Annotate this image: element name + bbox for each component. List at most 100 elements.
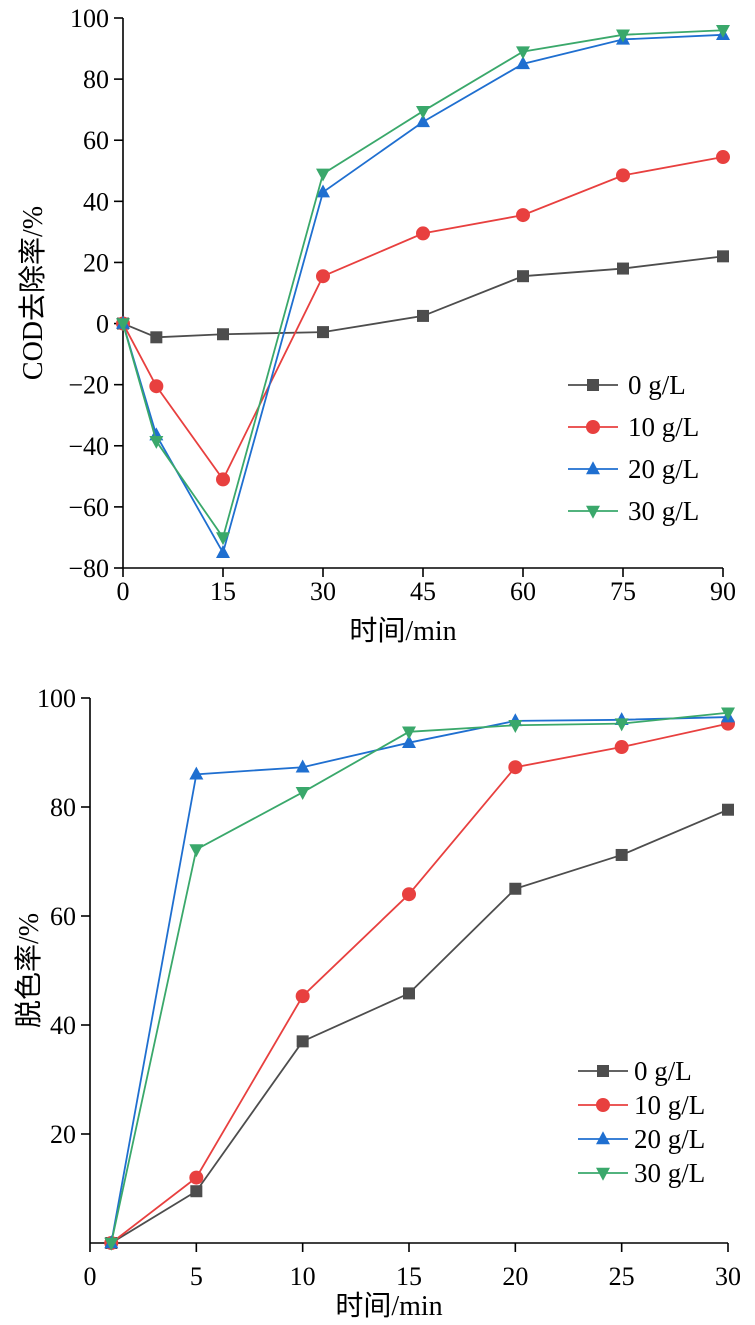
x-axis-label: 时间/min bbox=[349, 615, 456, 647]
data-point bbox=[717, 250, 729, 263]
x-tick-label: 25 bbox=[609, 1262, 635, 1291]
y-tick-label: −80 bbox=[68, 554, 109, 583]
y-tick-label: 60 bbox=[50, 902, 76, 931]
y-tick-label: −40 bbox=[68, 432, 109, 461]
y-tick-label: 100 bbox=[70, 4, 109, 33]
legend-marker bbox=[587, 379, 599, 391]
legend-label: 20 g/L bbox=[634, 1124, 705, 1154]
data-point bbox=[189, 844, 204, 858]
data-point bbox=[216, 545, 230, 558]
data-point bbox=[416, 105, 430, 119]
data-point bbox=[716, 150, 730, 165]
legend-marker bbox=[586, 420, 600, 434]
series-line bbox=[122, 255, 724, 339]
series-30-g-L bbox=[116, 24, 730, 546]
data-point bbox=[189, 766, 204, 780]
legend-marker bbox=[597, 1065, 609, 1077]
data-point bbox=[516, 46, 530, 60]
y-tick-label: 20 bbox=[50, 1120, 76, 1149]
legend-label: 30 g/L bbox=[628, 496, 699, 526]
data-point bbox=[416, 114, 430, 128]
data-point bbox=[716, 24, 730, 38]
y-tick-label: 40 bbox=[50, 1011, 76, 1040]
x-tick-label: 0 bbox=[117, 577, 130, 606]
y-tick-label: 20 bbox=[83, 248, 109, 277]
legend-label: 10 g/L bbox=[628, 412, 699, 442]
series-0-g-L bbox=[117, 250, 729, 344]
chart-2: 0 5 10 15 20 25 30 20 40 60 80 100 时间/min 脱色率/% 0 g/L 1… bbox=[13, 684, 741, 1322]
data-point bbox=[217, 328, 229, 341]
data-point bbox=[614, 740, 629, 755]
x-tick-label: 60 bbox=[510, 577, 536, 606]
legend-marker bbox=[596, 1131, 610, 1145]
data-point bbox=[516, 56, 530, 70]
y-axis-label: 脱色率/% bbox=[13, 913, 45, 1028]
legend-marker bbox=[586, 461, 600, 475]
y-axis-label: COD去除率/% bbox=[17, 206, 49, 380]
data-point bbox=[417, 309, 429, 322]
data-point bbox=[402, 726, 416, 740]
data-point bbox=[316, 269, 330, 284]
y-tick-label: 100 bbox=[37, 684, 76, 713]
data-point bbox=[216, 472, 230, 487]
y-tick-label: 60 bbox=[83, 126, 109, 155]
legend-label: 30 g/L bbox=[634, 1158, 705, 1188]
data-point bbox=[617, 262, 629, 275]
data-point bbox=[149, 435, 164, 449]
legend-label: 0 g/L bbox=[628, 370, 686, 400]
data-point bbox=[721, 707, 735, 721]
data-point bbox=[416, 226, 430, 241]
data-point bbox=[402, 734, 416, 748]
x-tick-label: 45 bbox=[410, 577, 436, 606]
data-point bbox=[116, 318, 130, 332]
legend-marker bbox=[596, 1098, 610, 1112]
chart-1: 0 15 30 45 60 75 90 −80 −60 −40 −20 0 20 40 60 80 100 时间/… bbox=[17, 4, 736, 647]
data-point bbox=[189, 1170, 204, 1185]
x-tick-label: 15 bbox=[210, 577, 236, 606]
x-tick-label: 5 bbox=[190, 1262, 203, 1291]
data-point bbox=[295, 759, 310, 773]
x-tick-label: 75 bbox=[610, 577, 636, 606]
data-point bbox=[616, 29, 630, 43]
data-point bbox=[295, 989, 310, 1004]
legend: 0 g/L 10 g/L 20 g/L 30 g/L bbox=[578, 1056, 705, 1188]
x-tick-label: 30 bbox=[715, 1262, 741, 1291]
legend: 0 g/L 10 g/L 20 g/L 30 g/L bbox=[568, 370, 699, 526]
data-point bbox=[150, 331, 163, 344]
data-point bbox=[295, 787, 310, 800]
data-point bbox=[508, 760, 523, 775]
y-tick-label: 80 bbox=[83, 65, 109, 94]
data-point bbox=[104, 1237, 119, 1251]
x-tick-label: 30 bbox=[310, 577, 336, 606]
series-line bbox=[122, 156, 724, 482]
data-point bbox=[508, 720, 523, 733]
data-point bbox=[149, 379, 164, 394]
data-point bbox=[516, 208, 530, 223]
y-tick-label: −20 bbox=[68, 371, 109, 400]
data-point bbox=[614, 718, 629, 732]
data-point bbox=[216, 532, 230, 546]
legend-label: 0 g/L bbox=[634, 1056, 692, 1086]
series-30-g-L bbox=[104, 707, 735, 1251]
data-point bbox=[190, 1185, 203, 1198]
data-point bbox=[402, 887, 416, 902]
legend-label: 10 g/L bbox=[634, 1090, 705, 1120]
data-point bbox=[403, 987, 415, 1000]
data-point bbox=[509, 882, 522, 895]
y-tick-label: 40 bbox=[83, 187, 109, 216]
data-point bbox=[722, 803, 734, 816]
data-point bbox=[316, 168, 330, 182]
y-tick-label: 0 bbox=[96, 310, 109, 339]
x-tick-label: 90 bbox=[710, 577, 736, 606]
data-point bbox=[317, 326, 329, 339]
data-point bbox=[296, 1035, 309, 1048]
series-line bbox=[122, 29, 724, 540]
x-tick-label: 0 bbox=[84, 1262, 97, 1291]
data-point bbox=[316, 184, 330, 198]
y-tick-label: −60 bbox=[68, 493, 109, 522]
series-line bbox=[122, 33, 724, 556]
x-axis-label: 时间/min bbox=[335, 1290, 442, 1322]
x-tick-label: 20 bbox=[502, 1262, 528, 1291]
legend-label: 20 g/L bbox=[628, 454, 699, 484]
